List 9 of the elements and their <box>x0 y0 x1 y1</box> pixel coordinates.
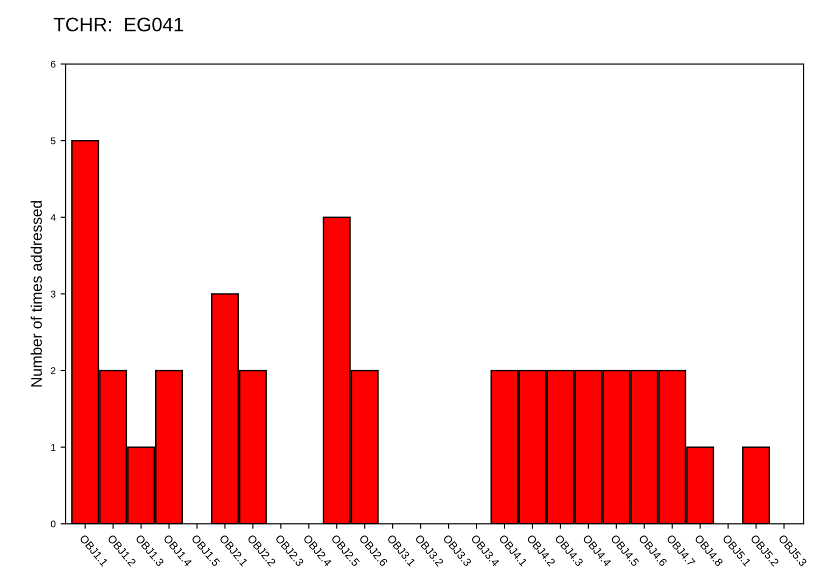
y-axis-title: Number of times addressed <box>30 201 42 386</box>
y-tick-label: 4 <box>50 214 56 221</box>
y-tick-label: 6 <box>50 60 56 68</box>
y-tick-label: 5 <box>50 137 56 144</box>
y-tick-label: 1 <box>51 444 56 451</box>
y-tick-label: 2 <box>50 367 56 374</box>
y-tick-label: 3 <box>50 290 56 298</box>
y-tick-label: 0 <box>50 520 56 528</box>
chart-title: TCHR: EG041 <box>54 18 184 32</box>
